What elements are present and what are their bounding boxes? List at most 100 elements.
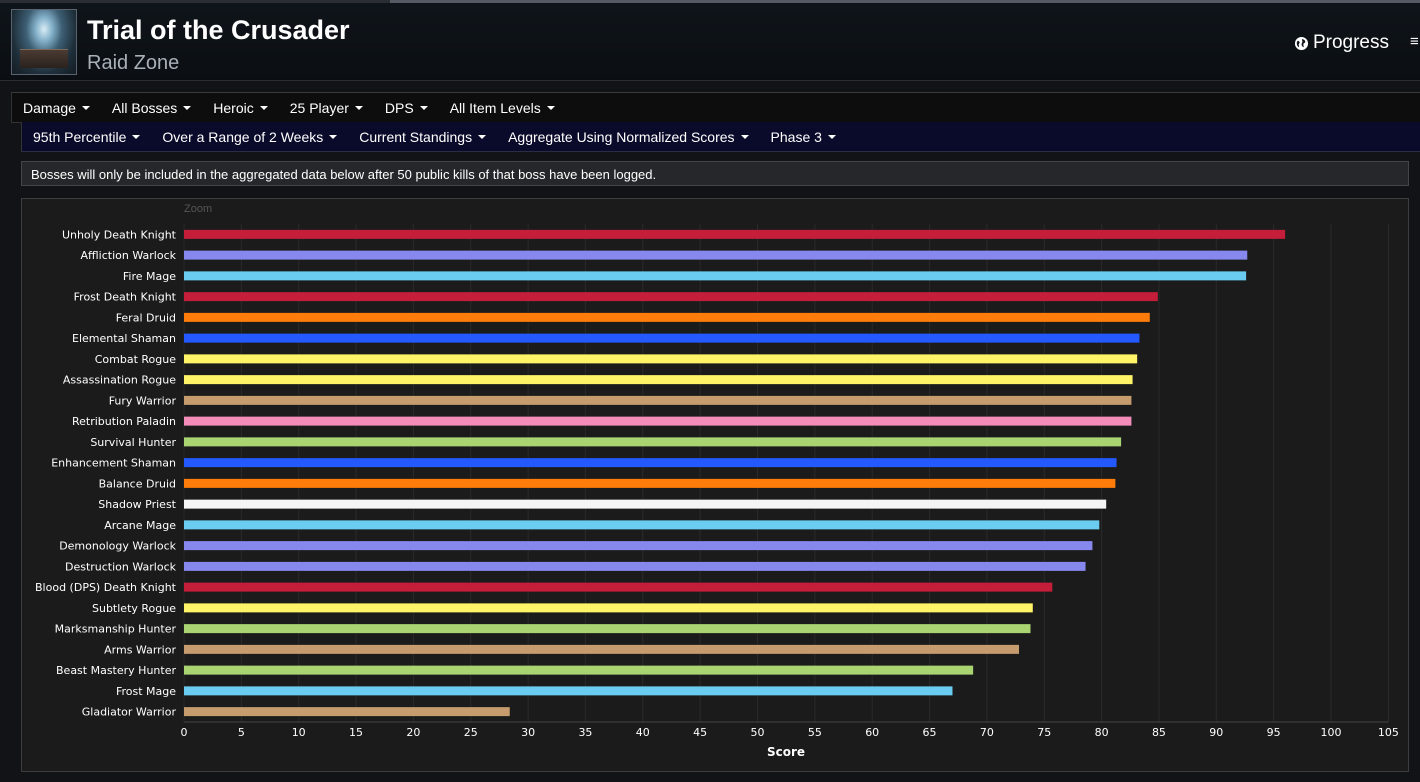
filter-time-range[interactable]: Over a Range of 2 Weeks xyxy=(151,129,348,145)
zone-header: Trial of the Crusader Raid Zone Progress… xyxy=(0,3,1420,81)
bar xyxy=(184,229,1286,239)
chevron-down-icon xyxy=(827,134,836,139)
category-label: Blood (DPS) Death Knight xyxy=(35,581,177,594)
bar xyxy=(184,541,1093,551)
category-label: Feral Druid xyxy=(116,311,176,324)
category-label: Fury Warrior xyxy=(109,394,177,407)
chevron-down-icon xyxy=(259,105,268,110)
filter-metric[interactable]: Damage xyxy=(12,100,101,116)
tick-label: 65 xyxy=(923,726,937,739)
category-label: Balance Druid xyxy=(99,477,176,490)
progress-link[interactable]: Progress xyxy=(1294,32,1389,54)
bar xyxy=(184,458,1117,468)
bar xyxy=(184,644,1020,654)
bar xyxy=(184,624,1031,634)
tick-label: 105 xyxy=(1378,726,1399,739)
page-title: Trial of the Crusader xyxy=(87,15,350,45)
tick-label: 40 xyxy=(636,726,650,739)
category-label: Affliction Warlock xyxy=(81,249,177,262)
tick-label: 85 xyxy=(1152,726,1166,739)
bar xyxy=(184,665,974,675)
chevron-down-icon xyxy=(329,134,338,139)
tick-label: 75 xyxy=(1037,726,1051,739)
filter-size[interactable]: 25 Player xyxy=(279,100,374,116)
filter-boss[interactable]: All Bosses xyxy=(101,100,202,116)
chevron-down-icon xyxy=(478,134,487,139)
bar xyxy=(184,686,953,696)
category-label: Arms Warrior xyxy=(104,643,176,656)
chevron-down-icon xyxy=(546,105,555,110)
bar xyxy=(184,478,1116,488)
filter-role[interactable]: DPS xyxy=(374,100,439,116)
bar xyxy=(184,707,510,717)
category-label: Retribution Paladin xyxy=(72,415,176,428)
notice-banner: Bosses will only be included in the aggr… xyxy=(21,161,1409,186)
tick-label: 60 xyxy=(865,726,879,739)
bar xyxy=(184,561,1086,571)
globe-icon xyxy=(1294,36,1309,50)
bar xyxy=(184,333,1140,343)
page-subtitle: Raid Zone xyxy=(87,52,180,74)
category-label: Frost Mage xyxy=(116,685,176,698)
tick-label: 35 xyxy=(578,726,592,739)
menu-icon[interactable]: ≡ xyxy=(1410,33,1419,50)
category-label: Marksmanship Hunter xyxy=(55,623,177,636)
filter-percentile[interactable]: 95th Percentile xyxy=(22,129,151,145)
category-label: Demonology Warlock xyxy=(59,540,176,553)
chevron-down-icon xyxy=(81,105,90,110)
tick-label: 45 xyxy=(693,726,707,739)
bar xyxy=(184,250,1248,260)
top-strip xyxy=(0,0,1420,3)
tick-label: 15 xyxy=(349,726,363,739)
chevron-down-icon xyxy=(740,134,749,139)
category-label: Arcane Mage xyxy=(104,519,176,532)
filter-standings[interactable]: Current Standings xyxy=(348,129,497,145)
tick-label: 95 xyxy=(1267,726,1281,739)
bar xyxy=(184,582,1053,592)
tick-label: 55 xyxy=(808,726,822,739)
chevron-down-icon xyxy=(419,105,428,110)
tick-label: 25 xyxy=(464,726,478,739)
category-label: Frost Death Knight xyxy=(74,291,177,304)
progress-label: Progress xyxy=(1312,32,1389,53)
bar xyxy=(184,499,1107,509)
bar xyxy=(184,416,1132,426)
category-label: Gladiator Warrior xyxy=(82,706,177,719)
tick-label: 70 xyxy=(980,726,994,739)
filter-bar-secondary: 95th Percentile Over a Range of 2 Weeks … xyxy=(21,122,1420,152)
bar xyxy=(184,375,1133,385)
bar xyxy=(184,292,1158,302)
tick-label: 90 xyxy=(1209,726,1223,739)
category-label: Subtlety Rogue xyxy=(92,602,176,615)
category-label: Shadow Priest xyxy=(98,498,176,511)
category-label: Beast Mastery Hunter xyxy=(56,664,176,677)
bar xyxy=(184,520,1100,530)
category-label: Elemental Shaman xyxy=(72,332,176,345)
chevron-down-icon xyxy=(354,105,363,110)
category-label: Fire Mage xyxy=(123,270,176,283)
category-label: Survival Hunter xyxy=(90,436,176,449)
bar xyxy=(184,395,1132,405)
tick-label: 20 xyxy=(406,726,420,739)
filter-phase[interactable]: Phase 3 xyxy=(760,129,847,145)
filter-aggregate[interactable]: Aggregate Using Normalized Scores xyxy=(497,129,759,145)
tick-label: 80 xyxy=(1095,726,1109,739)
bar xyxy=(184,312,1150,322)
category-label: Unholy Death Knight xyxy=(62,228,177,241)
bar xyxy=(184,271,1247,281)
category-label: Destruction Warlock xyxy=(65,560,177,573)
bar xyxy=(184,437,1122,447)
chevron-down-icon xyxy=(183,105,192,110)
filter-item-level[interactable]: All Item Levels xyxy=(439,100,566,116)
tick-label: 100 xyxy=(1321,726,1342,739)
tick-label: 0 xyxy=(181,726,188,739)
bar xyxy=(184,354,1138,364)
category-label: Combat Rogue xyxy=(95,353,176,366)
zoom-label[interactable]: Zoom xyxy=(184,203,213,215)
category-label: Enhancement Shaman xyxy=(51,457,176,470)
filter-difficulty[interactable]: Heroic xyxy=(202,100,278,116)
tick-label: 10 xyxy=(292,726,306,739)
x-axis-title: Score xyxy=(767,745,805,759)
tick-label: 5 xyxy=(238,726,245,739)
